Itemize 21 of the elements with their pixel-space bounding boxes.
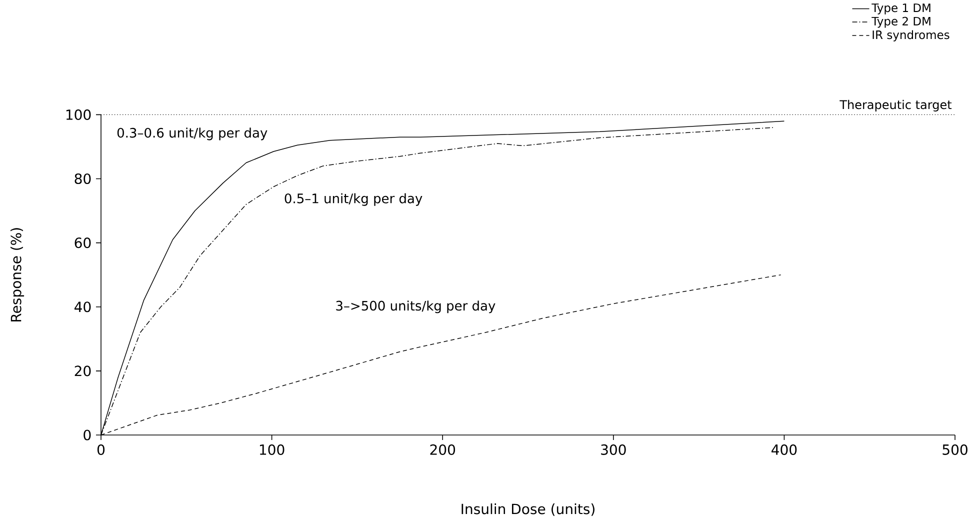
y-tick-label: 80 [74, 173, 91, 184]
y-tick-label: 100 [66, 109, 91, 120]
y-tick-label: 40 [74, 302, 91, 312]
x-tick-label: 200 [430, 444, 456, 455]
ref-line-label: Therapeutic target [840, 100, 952, 112]
annotation: 0.3–0.6 unit/kg per day [117, 128, 268, 140]
legend-label: Type 1 DM [872, 4, 930, 14]
annotation: 3–>500 units/kg per day [336, 300, 496, 314]
x-tick-label: 300 [601, 444, 626, 455]
legend-label: Type 2 DM [872, 16, 930, 28]
x-axis-title: Insulin Dose (units) [462, 503, 594, 516]
y-tick-label: 60 [74, 238, 91, 248]
y-tick-label: 0 [84, 430, 91, 440]
y-axis-title: Response (%) [10, 228, 24, 322]
x-tick-label: 100 [260, 444, 284, 455]
x-tick-label: 500 [942, 444, 968, 455]
x-tick-label: 400 [772, 444, 797, 455]
annotation: 0.5–1 unit/kg per day [284, 193, 422, 206]
x-tick-label: 0 [97, 444, 105, 455]
legend-label: IR syndromes [872, 30, 950, 42]
y-tick-label: 20 [74, 366, 91, 376]
